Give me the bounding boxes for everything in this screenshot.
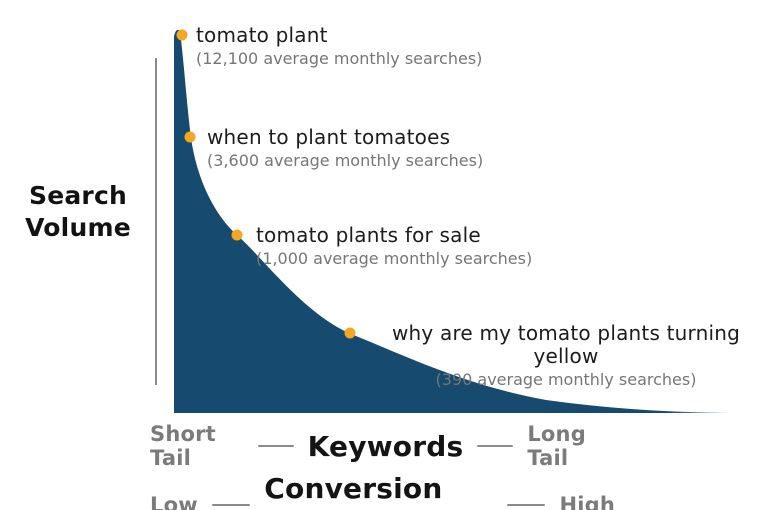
dash-line (211, 504, 251, 506)
keyword-text: tomato plant (196, 23, 328, 47)
dash-line (507, 504, 546, 506)
axis-right-label: Long Tail (527, 422, 586, 470)
search-count-text: (3,600 average monthly searches) (207, 151, 484, 170)
axis-left-label: Short Tail (150, 422, 216, 470)
data-point-dot (176, 29, 188, 41)
search-count-text: (390 average monthly searches) (435, 370, 697, 389)
y-axis-title: Search Volume (25, 181, 131, 242)
keyword-text: when to plant tomatoes (207, 125, 451, 149)
search-volume-curve (174, 29, 745, 414)
search-count-text: (12,100 average monthly searches) (196, 49, 483, 68)
axis-right-label: High (559, 493, 616, 510)
dash-line (257, 445, 294, 447)
keyword-label-group: when to plant tomatoes (3,600 average mo… (207, 126, 483, 171)
axis-title: Conversion Rate (264, 472, 443, 510)
keyword-label-group: why are my tomato plants turning yellow … (364, 322, 768, 390)
data-point-dot (184, 131, 196, 143)
data-point-dot (231, 229, 243, 241)
data-point-dot (344, 327, 356, 339)
keyword-label-group: tomato plant (12,100 average monthly sea… (196, 24, 482, 69)
keyword-text: tomato plants for sale (256, 223, 481, 247)
x-axis-annotations: Short Tail Keywords Long Tail Low Conver… (150, 422, 615, 510)
keyword-text: why are my tomato plants turning yellow (391, 321, 741, 368)
dash-line (477, 445, 514, 447)
axis-title: Keywords (307, 429, 464, 463)
keyword-label-group: tomato plants for sale (1,000 average mo… (256, 224, 532, 269)
search-count-text: (1,000 average monthly searches) (256, 249, 533, 268)
keywords-axis-row: Short Tail Keywords Long Tail (150, 422, 615, 470)
axis-left-label: Low (150, 493, 198, 510)
conversion-rate-axis-row: Low Conversion Rate High (150, 472, 615, 510)
